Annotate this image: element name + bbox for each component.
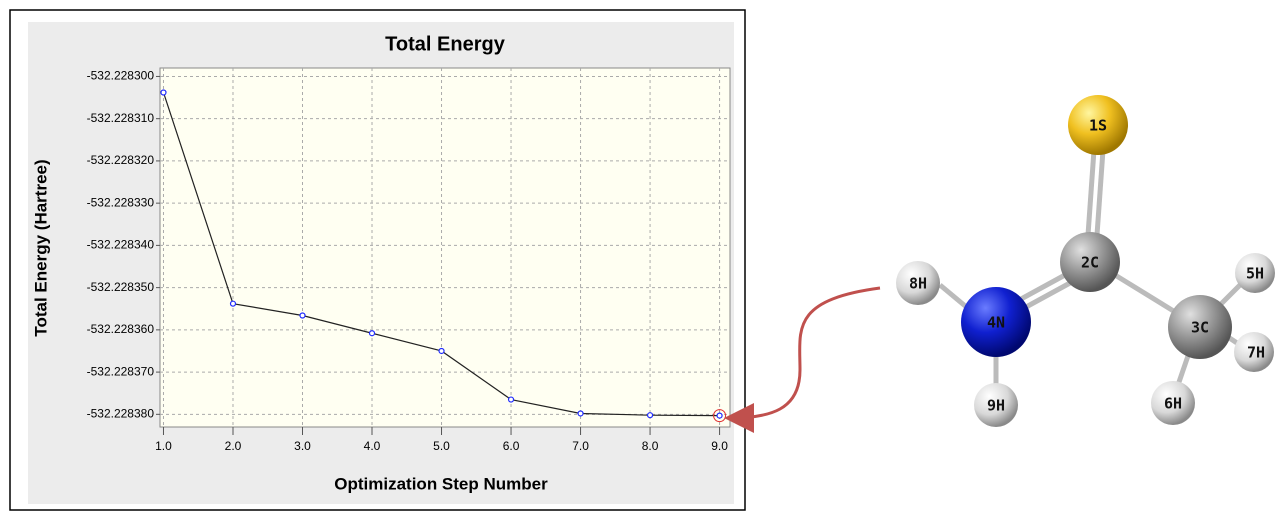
data-point bbox=[509, 397, 514, 402]
y-tick-label: -532.228350 bbox=[87, 280, 155, 294]
x-tick-label: 5.0 bbox=[433, 439, 450, 453]
y-tick-label: -532.228310 bbox=[87, 111, 155, 125]
data-point bbox=[230, 301, 235, 306]
y-tick-label: -532.228320 bbox=[87, 153, 155, 167]
data-point bbox=[161, 90, 166, 95]
atom-label: 2C bbox=[1081, 254, 1099, 272]
y-axis-label: Total Energy (Hartree) bbox=[31, 159, 50, 336]
page: {"chart_data": {"type": "line", "title":… bbox=[0, 0, 1275, 512]
y-tick-label: -532.228330 bbox=[87, 195, 155, 209]
x-tick-label: 9.0 bbox=[711, 439, 728, 453]
x-tick-label: 2.0 bbox=[225, 439, 242, 453]
molecule: 1S 2C 3C 4N 5H 6H 7H 8H 9H bbox=[896, 95, 1275, 427]
y-tick-label: -532.228360 bbox=[87, 322, 155, 336]
data-point bbox=[439, 348, 444, 353]
atom-label: 5H bbox=[1246, 265, 1264, 283]
atom-label: 3C bbox=[1191, 319, 1209, 337]
x-axis-label: Optimization Step Number bbox=[334, 474, 548, 493]
data-point bbox=[370, 331, 375, 336]
atom-label: 4N bbox=[987, 314, 1005, 332]
x-tick-label: 8.0 bbox=[642, 439, 659, 453]
data-point bbox=[300, 313, 305, 318]
pointer-arrow bbox=[730, 288, 880, 418]
atom-label: 9H bbox=[987, 397, 1005, 415]
plot-area bbox=[160, 68, 730, 427]
chart-title: Total Energy bbox=[385, 33, 506, 55]
x-tick-label: 4.0 bbox=[364, 439, 381, 453]
x-tick-label: 6.0 bbox=[503, 439, 520, 453]
atom-label: 1S bbox=[1089, 117, 1107, 135]
x-tick-label: 7.0 bbox=[572, 439, 589, 453]
y-tick-label: -532.228340 bbox=[87, 238, 155, 252]
atom-label: 7H bbox=[1247, 344, 1265, 362]
data-point bbox=[648, 413, 653, 418]
x-tick-label: 1.0 bbox=[155, 439, 172, 453]
data-point bbox=[717, 413, 722, 418]
data-point bbox=[578, 411, 583, 416]
atom-label: 8H bbox=[909, 275, 927, 293]
y-tick-label: -532.228370 bbox=[87, 364, 155, 378]
y-tick-label: -532.228300 bbox=[87, 69, 155, 83]
x-tick-label: 3.0 bbox=[294, 439, 311, 453]
screenshot: -532.228300 -532.228310 -532.228320 -532.22… bbox=[0, 0, 1275, 512]
y-tick-label: -532.228380 bbox=[87, 407, 155, 421]
atom-label: 6H bbox=[1164, 395, 1182, 413]
